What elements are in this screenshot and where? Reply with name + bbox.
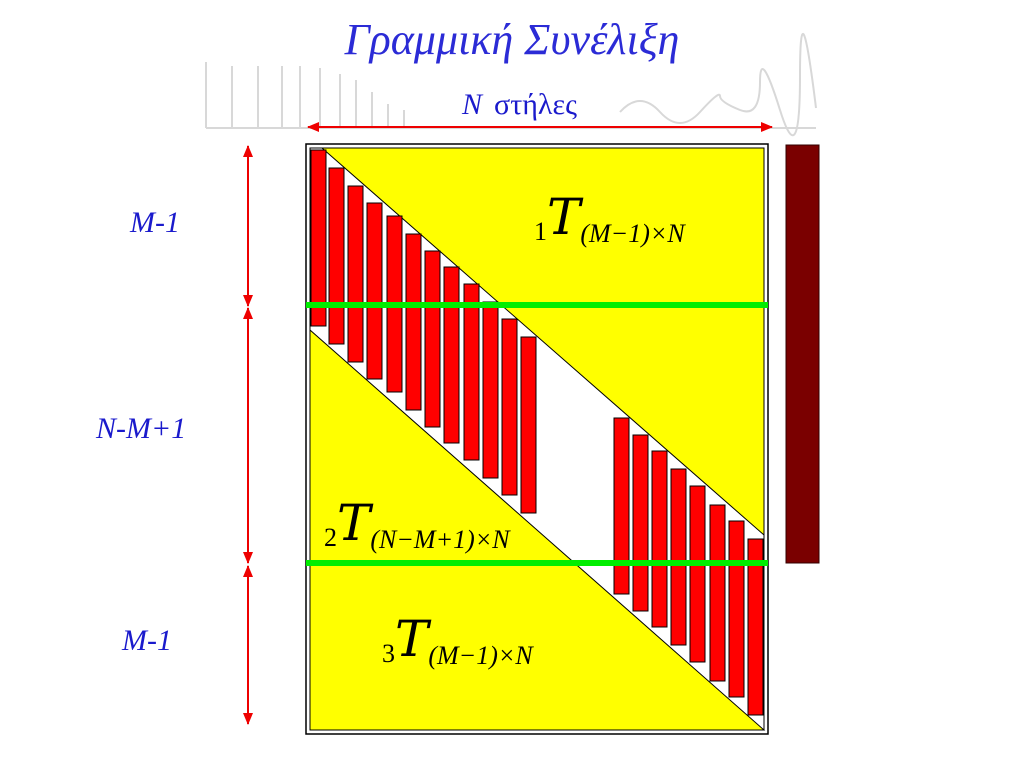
lower-yellow-triangle bbox=[309, 328, 766, 731]
red-band-upper-group bbox=[310, 149, 537, 514]
columns-symbol: N bbox=[462, 88, 483, 121]
matrix-label-1: 1T(M−1)×N bbox=[534, 188, 685, 248]
input-vector-bar bbox=[785, 144, 820, 564]
row-label-middle: N-M+1 bbox=[96, 412, 187, 445]
columns-text: στήλες bbox=[494, 88, 577, 121]
upper-yellow-triangle bbox=[320, 147, 765, 537]
row-label-top: M-1 bbox=[130, 206, 180, 239]
matrix-label-2: 2T(N−M+1)×N bbox=[324, 494, 510, 554]
page-title: Γραμμική Συνέλιξη bbox=[344, 15, 680, 64]
matrix-label-3: 3T(M−1)×N bbox=[382, 610, 533, 670]
red-band-lower-group bbox=[613, 417, 764, 716]
row-label-bottom: M-1 bbox=[122, 624, 172, 657]
